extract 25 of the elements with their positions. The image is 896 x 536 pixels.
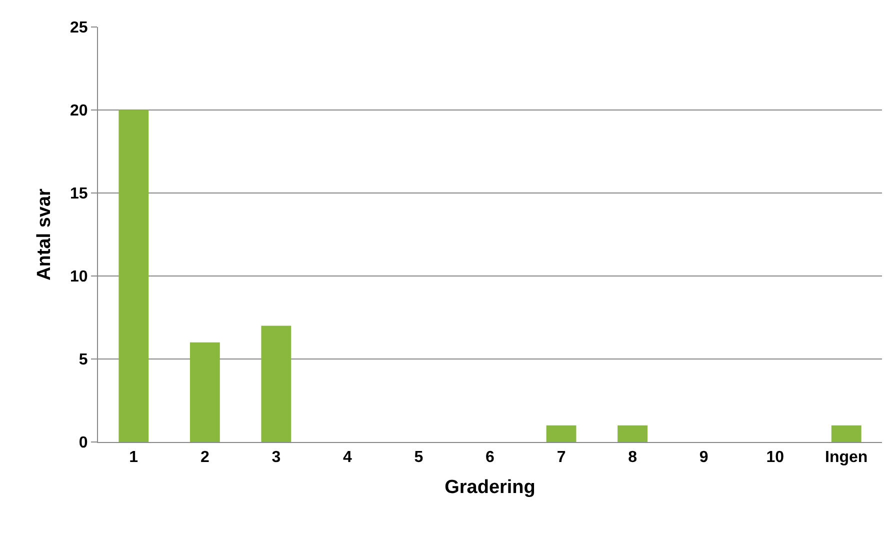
y-tick-label: 20	[70, 102, 88, 120]
bar	[618, 425, 648, 442]
x-tick-label: 2	[200, 449, 210, 466]
x-tick-label: 8	[628, 449, 638, 466]
y-tick-label: 10	[70, 268, 88, 286]
x-tick-label: 1	[129, 449, 138, 466]
x-tick-label: 4	[342, 449, 352, 466]
y-axis-title: Antal svar	[34, 188, 55, 280]
y-tick-label: 0	[78, 434, 88, 452]
x-axis-title: Gradering	[444, 477, 536, 498]
x-tick-label: 6	[486, 449, 495, 466]
bar	[118, 110, 149, 442]
y-tick-label: 25	[70, 20, 88, 37]
bar	[190, 342, 220, 442]
x-tick-label: 10	[766, 449, 784, 466]
bar	[831, 425, 862, 442]
x-tick-label: 5	[414, 449, 424, 466]
x-tick-label: 7	[556, 449, 566, 466]
x-tick-label: Ingen	[825, 449, 868, 466]
x-tick-label: 9	[699, 449, 708, 466]
y-tick-label: 5	[78, 352, 88, 369]
x-tick-label: 3	[272, 449, 281, 466]
bar	[261, 326, 292, 442]
bar	[546, 425, 576, 442]
y-tick-label: 15	[70, 186, 88, 203]
